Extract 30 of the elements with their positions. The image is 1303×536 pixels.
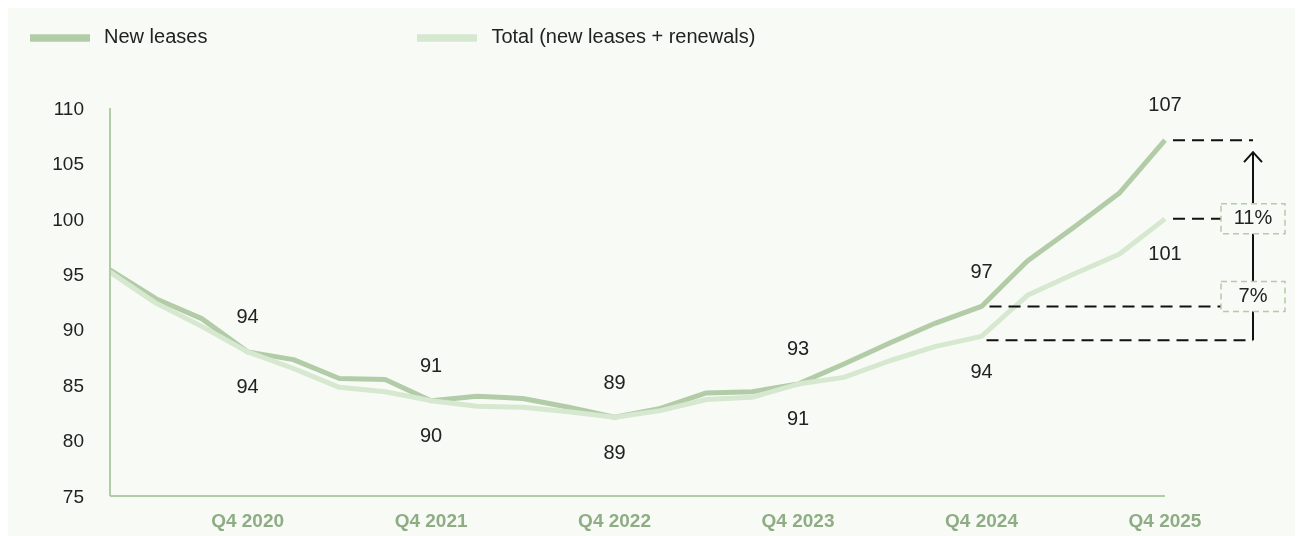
annotation: 107 <box>1148 93 1182 116</box>
y-tick-label: 85 <box>62 374 84 396</box>
annotation: 97 <box>970 259 993 282</box>
annotation: 7% <box>1238 283 1268 306</box>
y-tick-label: 75 <box>62 485 84 507</box>
annotation: 101 <box>1148 242 1182 265</box>
annotation: 90 <box>419 423 443 446</box>
y-tick-label: 80 <box>62 430 84 452</box>
y-tick-label: 105 <box>52 153 84 175</box>
y-tick-label: 100 <box>52 208 84 230</box>
x-tick-label: Q4 2025 <box>1128 510 1202 532</box>
x-tick-label: Q4 2023 <box>761 510 835 532</box>
y-tick-label: 95 <box>62 264 84 286</box>
annotation: 91 <box>786 407 810 430</box>
legend-label: Total (new leases + renewals) <box>491 25 756 48</box>
annotation: 93 <box>786 337 810 360</box>
x-tick-label: Q4 2024 <box>945 510 1019 532</box>
annotation: 11% <box>1233 206 1273 229</box>
annotation: 89 <box>603 370 626 393</box>
annotation: 94 <box>236 305 259 328</box>
y-tick-label: 110 <box>53 97 84 119</box>
x-tick-label: Q4 2022 <box>578 510 652 532</box>
x-tick-label: Q4 2020 <box>211 510 285 532</box>
legend-label: New leases <box>104 25 208 48</box>
annotation: 91 <box>419 353 443 376</box>
y-tick-label: 90 <box>62 319 84 341</box>
annotation: 89 <box>603 440 626 463</box>
x-tick-label: Q4 2021 <box>394 510 468 532</box>
annotation: 94 <box>970 359 993 382</box>
annotation: 94 <box>236 375 259 398</box>
